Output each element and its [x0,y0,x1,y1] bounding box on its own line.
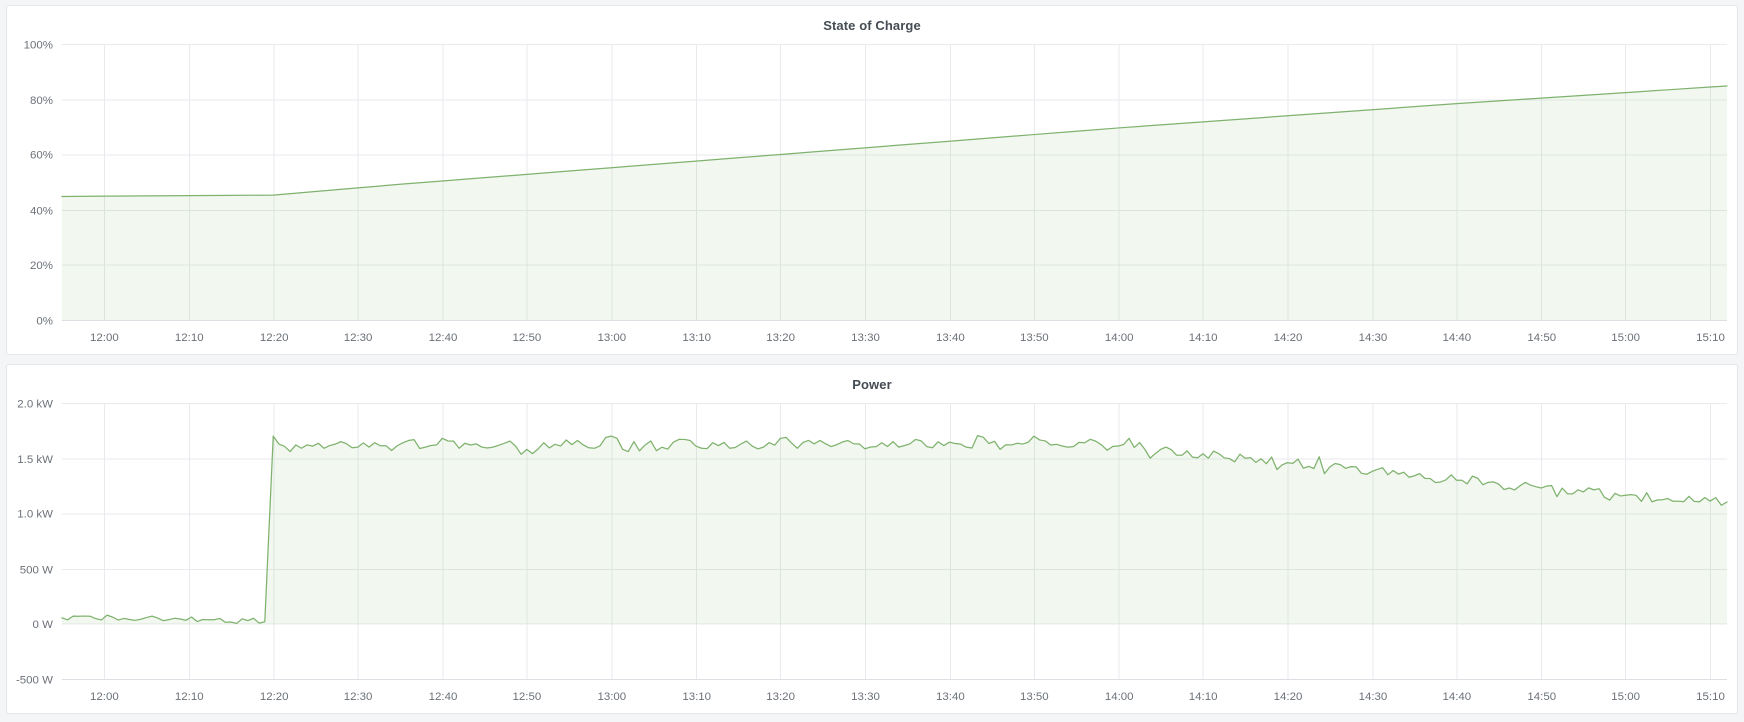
series-area-fill [61,435,1728,624]
x-axis-tick-label: 12:10 [175,691,204,703]
x-axis-tick-label: 15:00 [1611,691,1640,703]
y-axis-tick-label: 0 W [33,619,54,631]
x-axis-tick-label: 13:00 [597,691,626,703]
x-axis-tick-label: 14:00 [1105,332,1134,344]
x-axis-tick-label: 13:20 [766,691,795,703]
x-axis-tick-label: 15:10 [1696,691,1725,703]
x-axis-tick-label: 15:00 [1611,332,1640,344]
plot-area-state-of-charge[interactable]: 0% 20% 40% 60% 80% 100% 12:00 12:10 12:20 12:30 12… [7,36,1737,354]
x-axis-tick-label: 14:50 [1527,691,1556,703]
x-axis-tick-label: 14:10 [1189,332,1218,344]
x-axis-tick-label: 13:50 [1020,332,1049,344]
x-axis-tick-label: 13:40 [936,691,965,703]
x-axis-tick-label: 13:30 [851,332,880,344]
y-axis-tick-label: 20% [30,260,53,272]
series-area-fill [61,85,1728,321]
x-axis-tick-label: 12:30 [344,691,373,703]
x-axis-tick-label: 12:00 [90,332,119,344]
x-axis-tick-label: 12:20 [260,691,289,703]
y-axis-tick-label: 60% [30,150,53,162]
x-axis-tick-label: 14:00 [1105,691,1134,703]
x-axis-tick-label: 14:40 [1442,691,1471,703]
y-axis-tick-label: 1.5 kW [17,454,53,466]
plot-area-power[interactable]: -500 W 0 W 500 W 1.0 kW 1.5 kW 2.0 kW 12:00 12:… [7,395,1737,713]
x-axis-tick-label: 13:30 [851,691,880,703]
x-axis-tick-label: 15:10 [1696,332,1725,344]
x-axis-tick-label: 12:00 [90,691,119,703]
y-axis-tick-label: 2.0 kW [17,398,53,410]
panel-title-state-of-charge: State of Charge [823,18,921,33]
x-axis-tick-label: 14:10 [1189,691,1218,703]
x-axis-tick-label: 13:00 [597,332,626,344]
x-axis-tick-label: 12:50 [513,691,542,703]
x-axis-tick-label: 12:20 [260,332,289,344]
x-axis-tick-label: 13:20 [766,332,795,344]
x-axis-tick-label: 12:30 [344,332,373,344]
x-axis-tick-label: 13:50 [1020,691,1049,703]
x-axis-tick-label: 14:20 [1274,332,1303,344]
panel-power[interactable]: Power -500 W 0 W 500 W 1.0 kW 1.5 kW 2.0 kW 12… [6,364,1738,714]
panel-title-power: Power [852,377,892,392]
y-axis-tick-label: 1.0 kW [17,509,53,521]
panel-state-of-charge[interactable]: State of Charge 0% 20% 40% 60% 80% 100% 12:00 1… [6,5,1738,355]
x-axis-tick-label: 13:10 [682,691,711,703]
chart-power[interactable]: -500 W 0 W 500 W 1.0 kW 1.5 kW 2.0 kW 12:00 12:… [7,395,1737,713]
x-axis-tick-label: 13:10 [682,332,711,344]
x-axis-tick-label: 13:40 [936,332,965,344]
x-axis-tick-label: 14:40 [1442,332,1471,344]
x-axis-tick-label: 12:50 [513,332,542,344]
y-axis-tick-label: 500 W [20,564,53,576]
x-axis-tick-label: 12:10 [175,332,204,344]
y-axis-tick-label: 80% [30,95,53,107]
x-axis-tick-label: 14:30 [1359,332,1388,344]
chart-state-of-charge[interactable]: 0% 20% 40% 60% 80% 100% 12:00 12:10 12:20 12:30 12… [7,36,1737,354]
y-axis-tick-label: 0% [36,316,53,328]
series-line [61,85,1728,198]
x-axis-tick-label: 14:30 [1359,691,1388,703]
series-line [61,434,1728,625]
y-axis-tick-label: 100% [24,39,53,51]
y-axis-tick-label: -500 W [16,675,53,687]
x-axis-tick-label: 14:20 [1274,691,1303,703]
y-axis-tick-label: 40% [30,205,53,217]
x-axis-tick-label: 12:40 [429,332,458,344]
x-axis-tick-label: 12:40 [429,691,458,703]
x-axis-tick-label: 14:50 [1527,332,1556,344]
